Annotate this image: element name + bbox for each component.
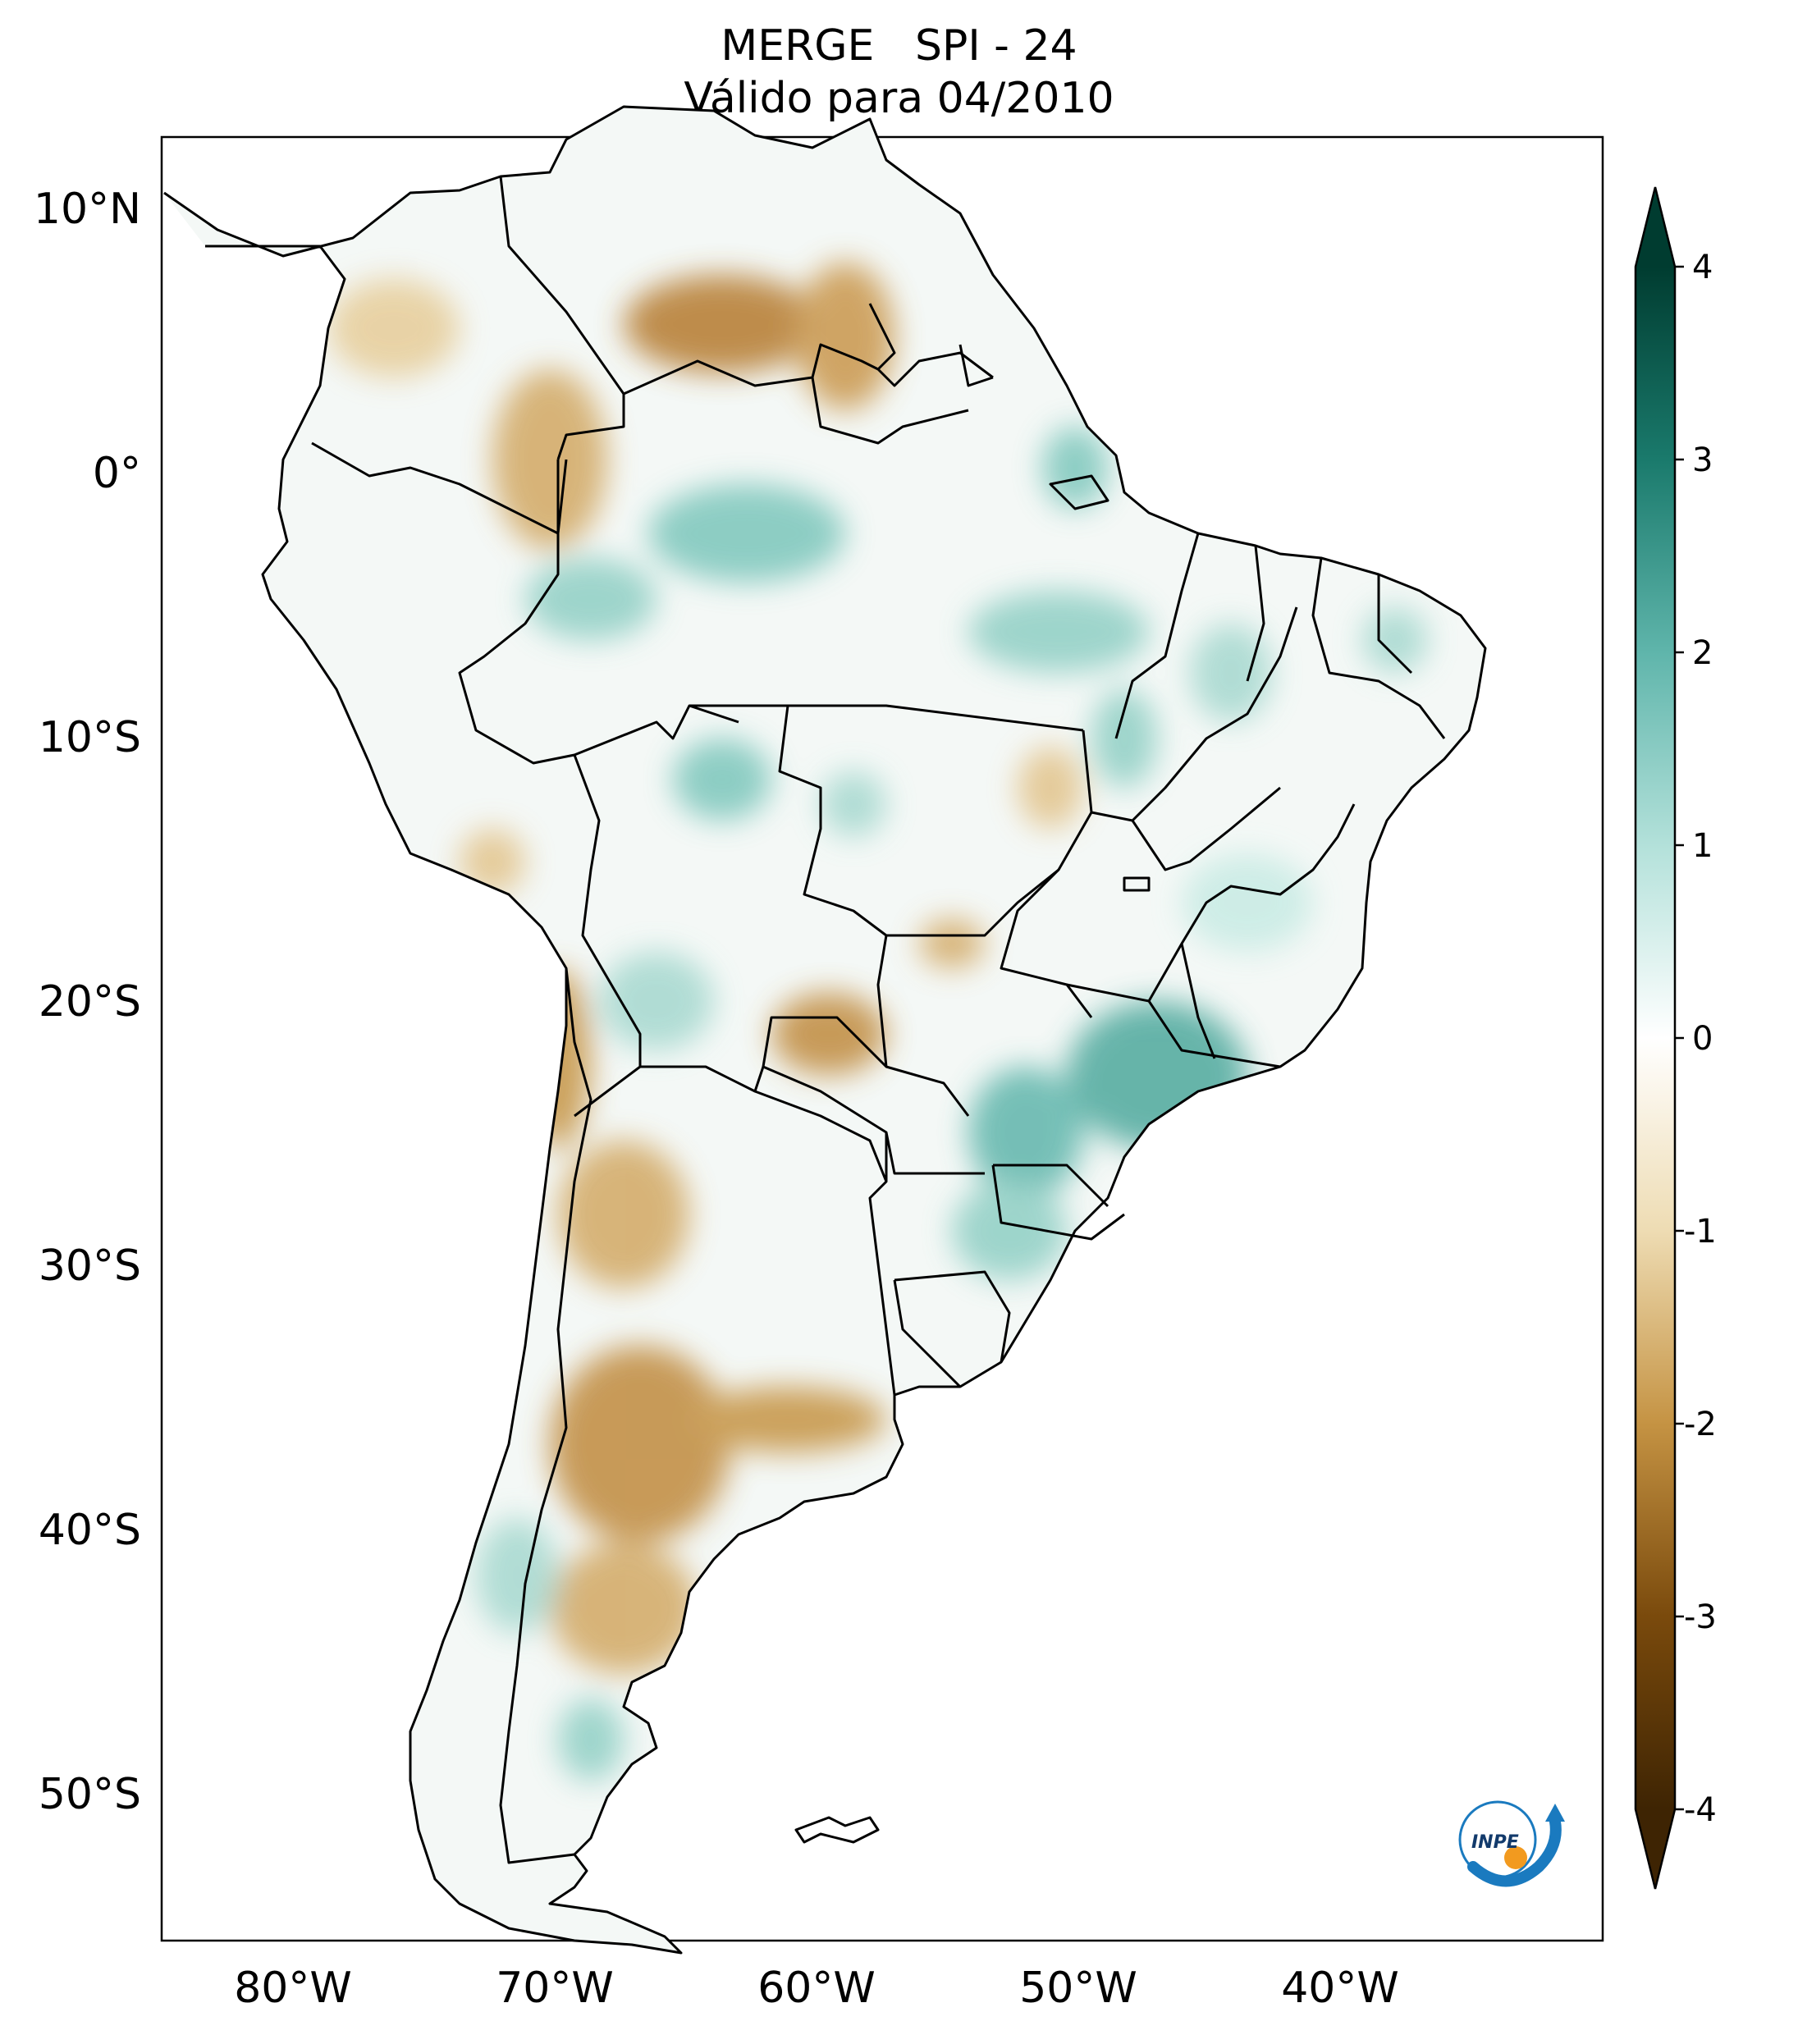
colorbar-tick-3: 3 (1692, 441, 1713, 479)
inpe-logo: INPE (1458, 1800, 1565, 1887)
colorbar-body (1636, 267, 1675, 1809)
map-title-line1: MERGE SPI - 24 (721, 21, 1077, 71)
inpe-logo-arrow (1545, 1804, 1565, 1822)
inpe-logo-dot (1504, 1846, 1527, 1869)
coastline-borders (163, 105, 1487, 1955)
lon-tick-70w: 70°W (496, 1964, 614, 2013)
colorbar: 4 3 2 1 0 -1 -2 -3 -4 (1634, 186, 1717, 1890)
inpe-logo-swoosh (1467, 1816, 1562, 1887)
colorbar-tick-4: 4 (1692, 249, 1713, 286)
lat-tick-50s: 50°S (39, 1770, 141, 1819)
lon-tick-40w: 40°W (1281, 1964, 1399, 2013)
lon-tick-labels: 80°W 70°W 60°W 50°W 40°W (234, 1964, 1399, 2013)
lon-tick-80w: 80°W (234, 1964, 352, 2013)
lat-tick-20s: 20°S (39, 977, 141, 1027)
colorbar-tick-neg2: -2 (1684, 1406, 1717, 1443)
colorbar-tick-neg1: -1 (1684, 1213, 1717, 1251)
colorbar-tick-neg3: -3 (1684, 1598, 1717, 1636)
map-title-line2: Válido para 04/2010 (684, 74, 1114, 123)
colorbar-extend-top (1636, 187, 1675, 267)
lat-tick-10s: 10°S (39, 713, 141, 762)
lon-tick-50w: 50°W (1019, 1964, 1137, 2013)
lat-tick-40s: 40°S (39, 1506, 141, 1555)
lon-tick-60w: 60°W (757, 1964, 876, 2013)
spi-field (328, 263, 1428, 1781)
lat-tick-10n: 10°N (34, 185, 141, 234)
colorbar-tick-2: 2 (1692, 634, 1713, 672)
lat-tick-labels: 10°N 0° 10°S 20°S 30°S 40°S 50°S (34, 185, 141, 1819)
colorbar-tick-neg4: -4 (1684, 1791, 1717, 1829)
lat-tick-0: 0° (93, 449, 141, 498)
colorbar-tick-0: 0 (1692, 1020, 1713, 1058)
lat-tick-30s: 30°S (39, 1241, 141, 1291)
colorbar-extend-bottom (1636, 1809, 1675, 1889)
inpe-logo-text: INPE (1471, 1832, 1519, 1853)
colorbar-tick-1: 1 (1692, 827, 1713, 865)
